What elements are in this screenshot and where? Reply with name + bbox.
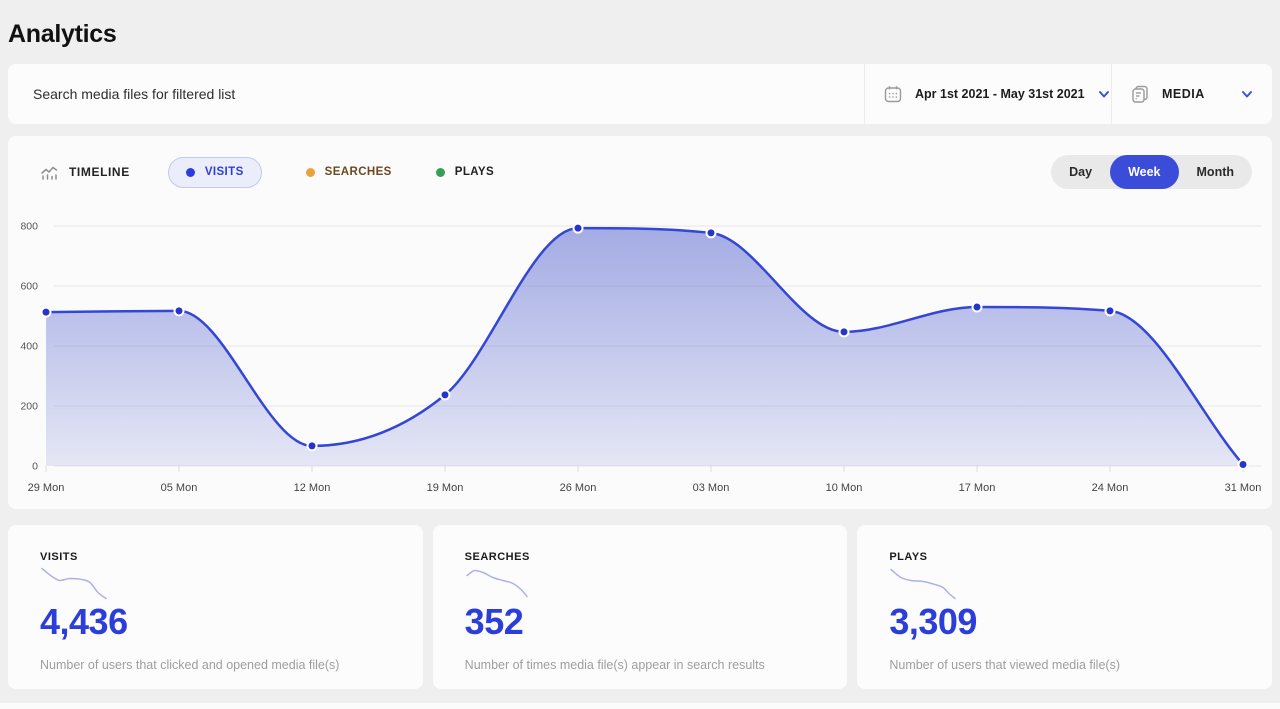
svg-text:0: 0 <box>32 461 38 473</box>
svg-text:400: 400 <box>20 341 38 353</box>
analytics-page: Analytics Apr 1st 2021 - May <box>8 20 1273 689</box>
media-files-icon <box>1130 84 1150 104</box>
card-value: 3,309 <box>889 601 977 642</box>
plays-dot-icon <box>435 167 445 177</box>
chevron-down-icon <box>1240 87 1254 101</box>
timeline-panel: TIMELINE VISITS SEARCHES PLAYS Day Week <box>8 136 1272 509</box>
legend-plays-label: PLAYS <box>454 166 495 178</box>
legend-searches-label: SEARCHES <box>324 166 392 178</box>
page-title: Analytics <box>8 20 117 48</box>
media-filter-dropdown[interactable]: MEDIA <box>1112 64 1272 124</box>
timeline-chart[interactable]: 0 200 400 600 800 29 Mon 05 Mon 12 Mon 19 Mon 26 … <box>8 198 1272 498</box>
card-label: PLAYS <box>889 551 928 563</box>
legend-visits-label: VISITS <box>204 166 244 178</box>
svg-text:24 Mon: 24 Mon <box>1092 482 1129 494</box>
stat-card-plays: PLAYS 3,309 Number of users that viewed … <box>857 525 1273 689</box>
sparkline-icon <box>889 566 1242 600</box>
media-filter-label: MEDIA <box>1162 87 1205 101</box>
svg-text:12 Mon: 12 Mon <box>294 482 331 494</box>
svg-text:26 Mon: 26 Mon <box>560 482 597 494</box>
card-value: 352 <box>464 601 524 642</box>
svg-text:200: 200 <box>20 401 38 413</box>
timeline-panel-header: TIMELINE VISITS SEARCHES PLAYS Day Week <box>8 155 1272 189</box>
search-input[interactable] <box>33 86 864 102</box>
timeline-title: TIMELINE <box>40 163 130 182</box>
toggle-month[interactable]: Month <box>1196 165 1234 179</box>
svg-text:17 Mon: 17 Mon <box>959 482 996 494</box>
svg-text:600: 600 <box>20 281 38 293</box>
toggle-week[interactable]: Week <box>1110 155 1179 189</box>
granularity-toggle: Day Week Month <box>1051 155 1252 189</box>
toggle-day[interactable]: Day <box>1069 165 1093 179</box>
chevron-down-icon <box>1097 87 1111 101</box>
timeline-title-label: TIMELINE <box>69 165 130 179</box>
legend-item-plays[interactable]: PLAYS <box>435 166 495 178</box>
timeline-chart-icon <box>40 163 59 182</box>
svg-text:03 Mon: 03 Mon <box>693 482 730 494</box>
next-section-edge <box>0 703 1280 709</box>
svg-text:29 Mon: 29 Mon <box>28 482 65 494</box>
card-description: Number of users that viewed media file(s… <box>889 658 1120 672</box>
date-range-label: Apr 1st 2021 - May 31st 2021 <box>915 87 1085 101</box>
legend-item-visits[interactable]: VISITS <box>167 156 262 188</box>
chart-area: 0 200 400 600 800 29 Mon 05 Mon 12 Mon 19 Mon 26 … <box>8 198 1272 498</box>
searches-dot-icon <box>305 167 315 177</box>
date-range-dropdown[interactable]: Apr 1st 2021 - May 31st 2021 <box>865 64 1111 124</box>
svg-text:31 Mon: 31 Mon <box>1225 482 1262 494</box>
svg-text:800: 800 <box>20 221 38 233</box>
card-description: Number of times media file(s) appear in … <box>464 658 765 672</box>
legend-item-searches[interactable]: SEARCHES <box>305 166 392 178</box>
visits-dot-icon <box>185 167 195 177</box>
sparkline-icon <box>40 566 393 600</box>
divider <box>864 64 865 124</box>
card-description: Number of users that clicked and opened … <box>40 658 340 672</box>
stat-cards: VISITS 4,436 Number of users that clicke… <box>8 525 1273 689</box>
stat-card-visits: VISITS 4,436 Number of users that clicke… <box>8 525 423 689</box>
chart-legend: VISITS SEARCHES PLAYS <box>167 156 495 188</box>
card-label: SEARCHES <box>464 551 530 563</box>
svg-text:19 Mon: 19 Mon <box>427 482 464 494</box>
calendar-icon <box>883 84 903 104</box>
card-label: VISITS <box>40 551 78 563</box>
search-field-wrap <box>8 64 864 124</box>
svg-text:10 Mon: 10 Mon <box>826 482 863 494</box>
filter-bar: Apr 1st 2021 - May 31st 2021 MEDIA <box>8 64 1272 124</box>
sparkline-icon <box>465 566 818 600</box>
card-value: 4,436 <box>40 601 128 642</box>
divider <box>1111 64 1112 124</box>
svg-text:05 Mon: 05 Mon <box>161 482 198 494</box>
stat-card-searches: SEARCHES 352 Number of times media file(… <box>432 525 848 689</box>
